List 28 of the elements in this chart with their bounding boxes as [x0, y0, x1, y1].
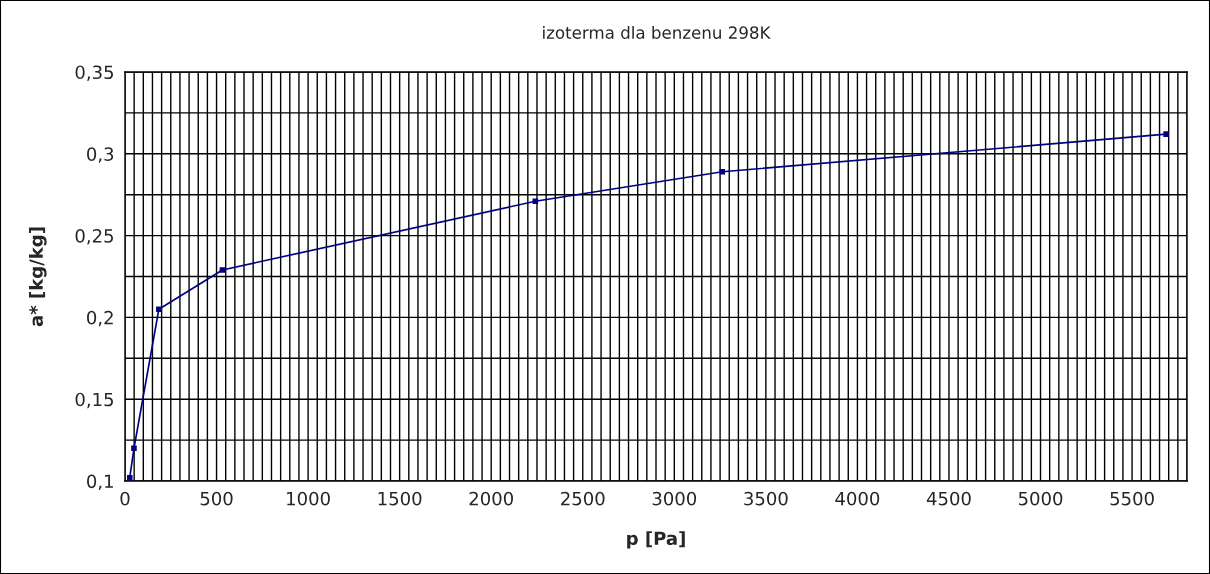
y-tick-label: 0,35 [75, 65, 113, 81]
point [219, 267, 226, 273]
point [532, 198, 539, 205]
point [1163, 131, 1169, 137]
x-tick-label: 3500 [744, 491, 788, 506]
point [131, 445, 137, 452]
x-tick-label: 500 [200, 491, 233, 506]
x-tick-label: 1000 [287, 491, 330, 506]
x-tick-label: 2500 [561, 491, 605, 506]
x-tick-label: 0 [120, 491, 130, 506]
x-tick-label: 4000 [835, 491, 880, 506]
x-axis-title: p [Pa] [627, 531, 685, 549]
point [126, 474, 133, 481]
x-tick-label: 3000 [652, 491, 697, 506]
point [156, 306, 162, 312]
chart-title: izoterma dla benzenu 298K [543, 25, 771, 39]
y-tick-label: 0,2 [87, 310, 113, 327]
y-tick-label: 0,3 [87, 147, 114, 163]
x-tick-label: 2000 [469, 491, 513, 506]
y-tick-label: 0,15 [75, 392, 113, 409]
point [719, 169, 726, 175]
x-tick-label: 1500 [378, 491, 422, 506]
y-axis-title: a* [kg/kg] [28, 227, 47, 327]
y-tick-label: 0,25 [75, 229, 113, 245]
x-tick-label: 5500 [1110, 491, 1154, 506]
y-tick-label: 0,1 [87, 474, 113, 490]
x-tick-label: 5000 [1018, 491, 1063, 506]
x-tick-label: 4500 [926, 491, 971, 506]
